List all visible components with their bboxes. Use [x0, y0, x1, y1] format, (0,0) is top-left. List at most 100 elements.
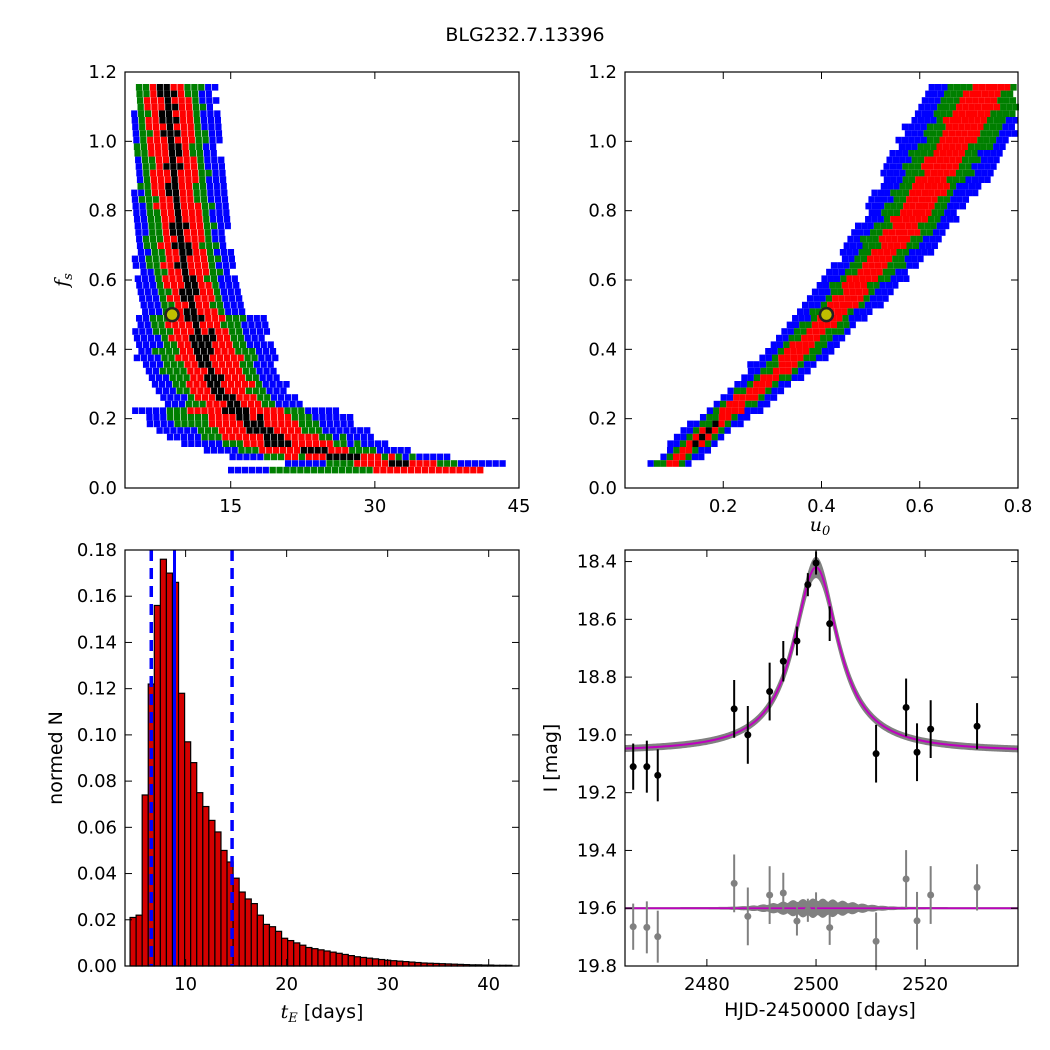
density-cell — [996, 136, 1003, 144]
y-tick-label: 0.08 — [77, 771, 117, 792]
density-cell — [137, 249, 145, 256]
density-cell — [746, 387, 753, 395]
density-cell — [191, 361, 198, 368]
density-cell — [394, 466, 401, 474]
density-cell — [319, 460, 326, 467]
density-cell — [200, 381, 207, 388]
density-cell — [245, 374, 252, 381]
density-cell — [757, 400, 764, 408]
density-cell — [1011, 130, 1018, 137]
density-cell — [161, 354, 168, 362]
density-cell — [272, 354, 279, 362]
density-cell — [148, 156, 156, 164]
density-cell — [148, 222, 155, 230]
density-cell — [367, 433, 374, 441]
density-cell — [871, 275, 879, 282]
density-cell — [236, 433, 243, 441]
density-cell — [859, 308, 867, 315]
density-cell — [157, 242, 164, 249]
density-cell — [202, 354, 210, 362]
density-cell — [163, 229, 170, 236]
density-cell — [139, 123, 146, 131]
density-cell — [183, 374, 190, 381]
density-cell — [366, 466, 373, 474]
density-cell — [242, 348, 249, 355]
density-cell — [937, 103, 944, 111]
y-tick-label: 0.02 — [77, 910, 117, 931]
density-cell — [160, 130, 167, 137]
density-cell — [747, 361, 754, 368]
density-cell — [206, 288, 214, 296]
density-cell — [943, 169, 950, 177]
density-cell — [249, 433, 257, 441]
density-cell — [937, 209, 945, 216]
density-cell — [877, 275, 885, 282]
density-cell — [234, 321, 241, 329]
density-cell — [359, 466, 366, 474]
density-cell — [239, 361, 247, 368]
density-cell — [857, 229, 864, 236]
density-cell — [825, 328, 832, 335]
density-cell — [763, 400, 771, 408]
density-cell — [163, 282, 171, 289]
density-cell — [880, 183, 888, 190]
density-cell — [169, 229, 177, 236]
density-cell — [134, 275, 142, 282]
density-cell — [165, 321, 172, 329]
y-tick-label: 18.4 — [577, 552, 617, 573]
density-cell — [917, 130, 924, 137]
density-cell — [172, 103, 179, 111]
density-cell — [180, 196, 187, 203]
density-cell — [242, 367, 249, 375]
density-cell — [685, 447, 693, 454]
density-cell — [212, 341, 219, 348]
density-cell — [980, 143, 987, 150]
density-cell — [753, 381, 760, 388]
data-point — [973, 722, 981, 730]
histogram-bar — [208, 819, 216, 967]
density-cell — [146, 328, 153, 335]
density-cell — [977, 136, 984, 144]
density-cell — [169, 156, 176, 164]
density-cell — [148, 374, 156, 381]
density-cell — [200, 348, 207, 355]
x-axis-label: tE [days] — [281, 1001, 364, 1026]
density-cell — [891, 235, 898, 243]
density-cell — [154, 209, 161, 216]
density-cell — [186, 189, 193, 197]
density-cell — [176, 156, 183, 164]
density-cell — [809, 354, 816, 362]
density-cell — [147, 301, 154, 309]
density-cell — [362, 447, 370, 454]
density-cell — [197, 308, 204, 315]
histogram-bar — [238, 891, 246, 967]
density-cell — [759, 354, 766, 362]
density-cell — [256, 433, 264, 441]
density-cell — [234, 400, 241, 408]
density-cell — [862, 242, 869, 249]
density-cell — [734, 381, 741, 388]
density-cell — [154, 268, 161, 276]
density-cell — [319, 453, 326, 461]
density-cell — [232, 341, 240, 348]
density-cell — [910, 235, 917, 243]
density-cell — [890, 202, 897, 210]
density-cell — [952, 110, 959, 117]
density-cell — [276, 466, 283, 474]
density-cell — [765, 387, 772, 395]
density-cell — [349, 447, 356, 454]
density-cell — [163, 84, 170, 91]
density-cell — [190, 374, 197, 381]
density-cell — [221, 196, 229, 203]
density-cell — [143, 97, 151, 104]
density-cell — [928, 97, 935, 104]
density-cell — [996, 150, 1003, 157]
density-cell — [964, 123, 971, 131]
density-cell — [214, 367, 222, 375]
density-cell — [948, 130, 956, 137]
density-cell — [843, 262, 850, 269]
density-cell — [194, 255, 201, 263]
density-cell — [137, 183, 144, 190]
density-cell — [899, 196, 907, 203]
density-cell — [214, 348, 221, 355]
